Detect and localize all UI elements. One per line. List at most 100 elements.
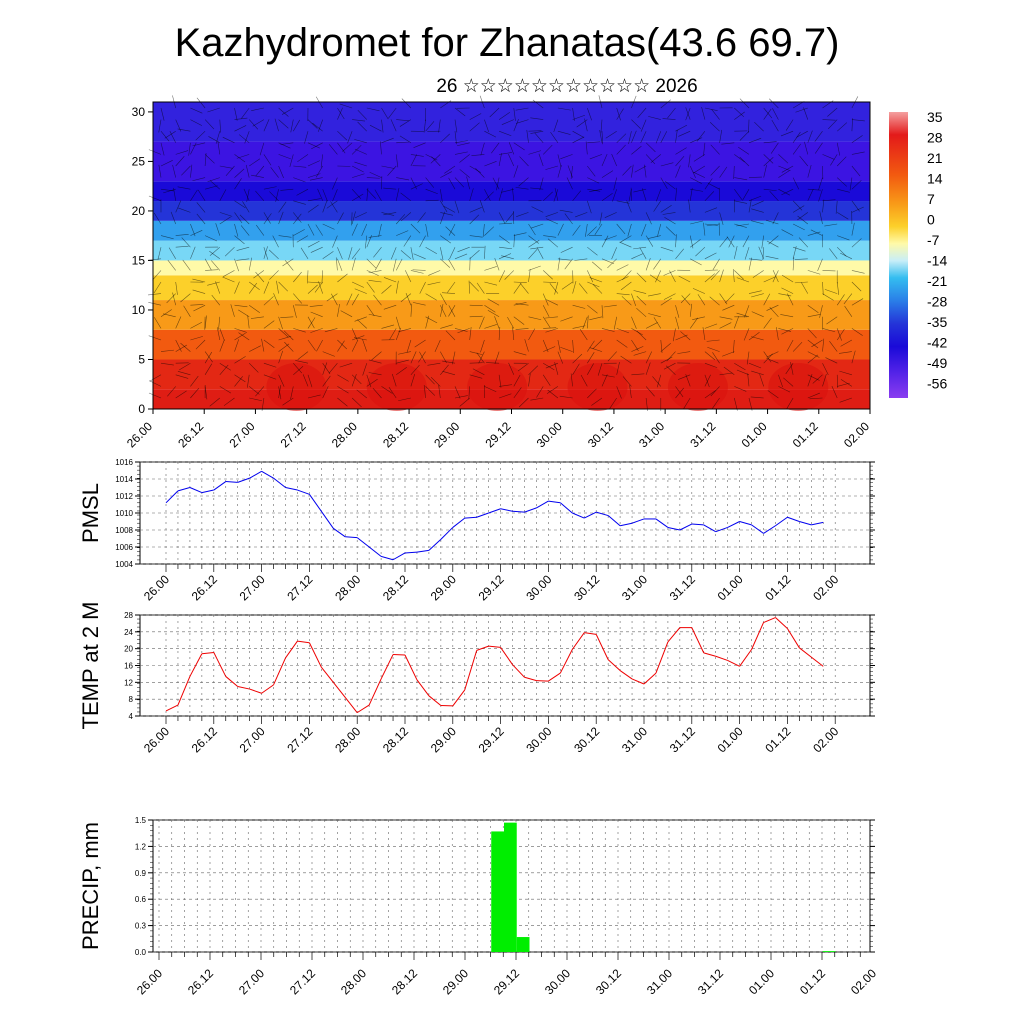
- wind-barb: [589, 154, 603, 160]
- line-segment: [739, 521, 752, 526]
- wind-barb: [851, 135, 863, 144]
- wind-barb: [751, 311, 764, 318]
- wind-barb: [689, 317, 698, 329]
- y-tick-label: 1008: [115, 526, 133, 535]
- wind-barb: [807, 354, 819, 364]
- wind-barb: [234, 258, 239, 272]
- wind-barb: [204, 153, 207, 167]
- wind-barb: [557, 154, 562, 168]
- wind-barb: [469, 327, 472, 341]
- x-tick-label: 31.00: [644, 966, 675, 997]
- wind-barb: [263, 320, 275, 329]
- wind-barb: [442, 371, 456, 376]
- wind-barb: [587, 304, 598, 314]
- wind-barb: [398, 351, 411, 355]
- wind-barb: [487, 310, 500, 318]
- wind-barb: [530, 117, 544, 120]
- wind-barb: [190, 230, 203, 236]
- wind-barb: [778, 328, 792, 332]
- wind-barb: [284, 260, 294, 271]
- wind-barb: [553, 189, 559, 202]
- wind-barb: [311, 142, 323, 150]
- wind-barb: [209, 250, 220, 260]
- wind-barb: [248, 362, 259, 373]
- wind-barb: [662, 118, 676, 120]
- wind-barb: [751, 370, 764, 376]
- x-tick-label: 01.12: [790, 419, 821, 450]
- wind-barb: [489, 107, 500, 118]
- wind-barb: [190, 107, 203, 114]
- wind-barb: [572, 190, 582, 201]
- wind-barb: [589, 188, 603, 192]
- line-segment: [261, 470, 274, 479]
- wind-barb: [748, 199, 752, 213]
- wind-barb: [633, 188, 647, 193]
- wind-barb: [160, 131, 170, 142]
- wind-barb: [175, 281, 178, 295]
- wind-barb: [557, 130, 571, 135]
- wind-barb: [366, 270, 379, 276]
- wind-barb: [663, 270, 676, 276]
- wind-barb: [601, 193, 613, 202]
- temperature-band: [153, 181, 870, 202]
- wind-barb: [448, 305, 456, 317]
- line-segment: [631, 518, 645, 524]
- wind-barb: [278, 316, 283, 330]
- y-tick-label: 28: [124, 611, 133, 620]
- wind-barb: [611, 153, 617, 167]
- wind-barb: [560, 346, 573, 352]
- wind-barb: [839, 370, 852, 376]
- wind-barb: [649, 274, 661, 283]
- wind-barb: [819, 211, 823, 225]
- x-tick-label: 31.12: [667, 572, 698, 603]
- line-segment: [810, 656, 824, 667]
- wind-barb: [512, 187, 515, 201]
- y-tick-label: 30: [132, 105, 146, 119]
- wind-barb: [797, 212, 808, 221]
- x-tick-label: 28.12: [380, 724, 411, 755]
- wind-barb: [601, 131, 604, 145]
- wind-barb: [395, 154, 399, 168]
- wind-barb: [383, 212, 397, 216]
- wind-barb: [645, 386, 655, 397]
- wind-barb: [734, 362, 746, 371]
- wind-barb: [792, 205, 805, 213]
- wind-barb: [690, 220, 703, 225]
- wind-barb: [484, 281, 498, 286]
- wind-barb: [307, 339, 316, 351]
- colorbar-label: -49: [927, 355, 947, 371]
- wind-barb: [190, 246, 196, 259]
- wind-barb: [603, 304, 617, 308]
- wind-barb: [469, 207, 482, 213]
- wind-barb: [263, 247, 269, 260]
- wind-barb: [837, 122, 848, 132]
- wind-barb: [307, 284, 318, 294]
- wind-barb: [331, 177, 338, 190]
- pmsl-panel: 1004 1006 1008 1010 1012 1014 1016 26.00 26.12 27…: [78, 458, 875, 603]
- wind-barb: [616, 328, 630, 334]
- wind-barb: [587, 340, 595, 352]
- wind-barb: [351, 374, 357, 387]
- wind-barb: [807, 351, 820, 358]
- wind-barb: [395, 258, 403, 271]
- wind-barb: [513, 302, 527, 306]
- wind-barb: [772, 270, 779, 283]
- wind-barb: [836, 177, 847, 187]
- wind-barb: [518, 397, 529, 408]
- wind-barb: [414, 339, 426, 348]
- wind-barb: [543, 281, 557, 283]
- wind-barb: [182, 259, 191, 271]
- wind-barb: [616, 293, 630, 296]
- wind-barb: [270, 167, 279, 178]
- wind-barb: [798, 237, 809, 248]
- wind-barb: [752, 270, 764, 278]
- wind-barb: [600, 119, 603, 133]
- wind-barb: [351, 339, 359, 352]
- wind-barb: [440, 189, 443, 203]
- line-segment: [799, 521, 812, 526]
- wind-barb: [660, 356, 673, 364]
- wind-barb: [315, 224, 323, 236]
- wind-barb: [269, 270, 279, 280]
- wind-barb: [570, 165, 573, 179]
- wind-barb: [234, 200, 246, 209]
